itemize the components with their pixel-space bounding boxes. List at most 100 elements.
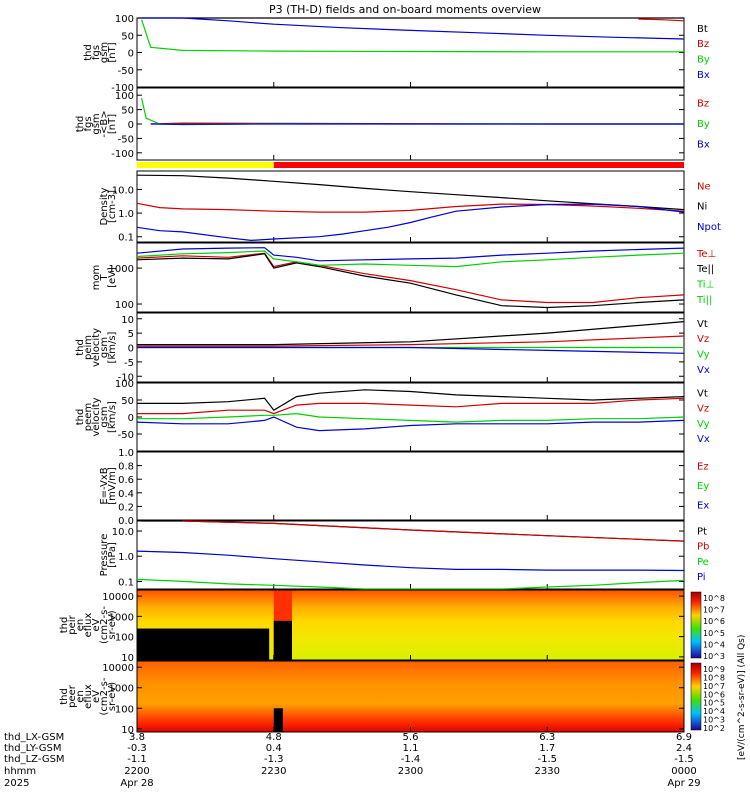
density-ytick-label-0: 10.0 bbox=[112, 185, 134, 196]
fgs-gsm-1-ytick-label-2: 0 bbox=[128, 49, 134, 60]
bottom-row-label-3: hhmm bbox=[4, 766, 36, 777]
e-field-ylabel-line-1: [mV/m] bbox=[107, 467, 118, 505]
bottom-row-0-value-3: 6.3 bbox=[539, 732, 555, 743]
peer-spectrogram-colorbar-tick-0: 10^9 bbox=[703, 665, 725, 674]
peem-velocity-legend-2: Vy bbox=[697, 419, 710, 430]
fgs-gsm-2-legend-0: Bz bbox=[697, 99, 709, 110]
pressure-series-Pb bbox=[182, 520, 685, 542]
panel-peer-spectrogram: 10000 1000 100 10 thdpeerenefluxeV(cm2-s-sr-… bbox=[59, 660, 685, 736]
temperature-ylabel-line-2: [eV] bbox=[107, 267, 118, 288]
fgs-gsm-2-ylabel-line-4: [nT] bbox=[107, 114, 118, 134]
peer-spectrogram-ylabel-line-6: sr-eV) bbox=[107, 682, 118, 711]
peir-spectrogram-colorbar-tick-4: 10^4 bbox=[703, 640, 725, 649]
bottom-axis-labels: thd_LX-GSM 3.8 4.8 5.6 6.3 6.9 thd_LY-GSM -0.3 0… bbox=[4, 732, 701, 789]
pressure-ylabel-line-1: [nPa] bbox=[107, 542, 118, 568]
fgs-gsm-1-ytick-label-3: -50 bbox=[118, 66, 134, 77]
peer-spectrogram-ylabel-line-4: eV bbox=[91, 690, 102, 703]
fgs-gsm-2-ytick-label-1: 50 bbox=[121, 106, 134, 117]
e-field-ylabel-line-0: E=-VxB bbox=[99, 467, 110, 504]
peir-spectrogram-ytick-label-1: 1000 bbox=[109, 612, 134, 623]
bottom-row-1-value-2: 1.1 bbox=[403, 743, 419, 754]
fgs-gsm-1-legend-0: Bt bbox=[697, 24, 708, 35]
peer-spectrogram-ytick-label-3: 10 bbox=[121, 725, 134, 736]
temperature-legend-3: Ti|| bbox=[696, 295, 712, 306]
bottom-row-2-value-2: -1.4 bbox=[401, 754, 421, 765]
peem-velocity-legend-0: Vt bbox=[697, 389, 708, 400]
fgs-gsm-1-frame bbox=[136, 17, 685, 88]
peer-spectrogram-ylabel-line-3: eflux bbox=[83, 684, 94, 709]
bottom-row-2-value-1: -1.3 bbox=[264, 754, 284, 765]
bottom-row-3-value-4: 0000 bbox=[671, 766, 696, 777]
peer-spectrogram-ytick-label-1: 1000 bbox=[109, 684, 134, 695]
fgs-gsm-2-ytick-label-3: -50 bbox=[118, 134, 134, 145]
density-legend-0: Ne bbox=[697, 181, 711, 192]
peir-spectrogram-colorbar: 10^8 10^7 10^6 10^5 10^4 10^3 bbox=[690, 591, 725, 661]
fgs-gsm-1-ylabel-line-1: fgs bbox=[91, 45, 102, 60]
fgs-gsm-1-ylabel-line-2: gsm bbox=[99, 42, 110, 63]
e-field-ytick-label-3: 0.4 bbox=[118, 489, 134, 500]
temperature-ytick-label-0: 1000 bbox=[109, 264, 134, 275]
density-ytick-label-2: 0.1 bbox=[118, 233, 134, 244]
peir-spectrogram-ylabel-line-4: eV bbox=[91, 618, 102, 631]
peim-velocity-ytick-label-1: 5 bbox=[128, 329, 134, 340]
fgs-gsm-2-ylabel-line-1: fgs bbox=[83, 116, 94, 131]
density-legend-2: Npot bbox=[697, 222, 721, 233]
peem-velocity-ylabel-line-0: thd bbox=[75, 409, 86, 426]
peer-spectrogram-colorbar-tick-2: 10^7 bbox=[703, 682, 725, 691]
e-field-ytick-label-5: 0.0 bbox=[118, 516, 134, 527]
bottom-row-3-value-2: 2300 bbox=[398, 766, 423, 777]
bottom-row-0-value-2: 5.6 bbox=[403, 732, 419, 743]
peim-velocity-ytick-label-3: -5 bbox=[124, 358, 134, 369]
density-ylabel-line-1: [cm-3] bbox=[107, 190, 118, 223]
peir-spectrogram-ylabel-line-2: en bbox=[75, 619, 86, 632]
peir-spectrogram-colorbar-scale bbox=[690, 591, 702, 659]
pressure-ytick-label-1: 1.0 bbox=[118, 552, 134, 563]
peim-velocity-ytick-label-0: 10 bbox=[121, 315, 134, 326]
pressure-ytick-label-0: 10.0 bbox=[112, 527, 134, 538]
peem-velocity-series-Vz bbox=[137, 397, 685, 415]
bottom-row-3-value-3: 2330 bbox=[535, 766, 560, 777]
peer-spectrogram-colorbar-tick-3: 10^6 bbox=[703, 690, 725, 699]
peem-velocity-ytick-label-2: 0 bbox=[128, 413, 134, 424]
peir-spectrogram-ytick-label-2: 100 bbox=[115, 633, 134, 644]
peer-spectrogram-ylabel-line-5: (cm2-s- bbox=[99, 677, 110, 715]
peir-spectrogram-gap-dark bbox=[273, 620, 292, 660]
peim-velocity-legend-3: Vx bbox=[697, 365, 710, 376]
fgs-gsm-2-ylabel-line-3: -<B> bbox=[99, 110, 110, 137]
temperature-series-Te|| bbox=[136, 253, 685, 309]
peim-velocity-ylabel-line-2: velocity bbox=[91, 328, 102, 367]
peer-spectrogram-colorbar-tick-7: 10^2 bbox=[703, 724, 725, 733]
fgs-gsm-2-ytick-label-2: 0 bbox=[128, 120, 134, 131]
mode-bar-segment-0 bbox=[137, 162, 274, 168]
fgs-gsm-1-ytick-label-0: 100 bbox=[115, 14, 134, 25]
peim-velocity-legend-0: Vt bbox=[697, 319, 708, 330]
pressure-series-Pi bbox=[136, 550, 685, 572]
figure-title: P3 (TH-D) fields and on-board moments ov… bbox=[269, 3, 541, 16]
fgs-gsm-1-ylabel-line-0: thd bbox=[83, 44, 94, 61]
peim-velocity-ytick-label-2: 0 bbox=[128, 344, 134, 355]
peer-spectrogram-gap-dark bbox=[273, 708, 283, 732]
panel-stack: 100500-50-100thdfgsgsm[nT]BtBzByBx100500… bbox=[59, 14, 721, 736]
peer-spectrogram-colorbar-tick-4: 10^5 bbox=[703, 699, 725, 708]
peim-velocity-ylabel-line-4: [km/s] bbox=[107, 331, 118, 363]
peir-spectrogram-colorbar-tick-2: 10^6 bbox=[703, 617, 725, 626]
panel-peir-spectrogram: 10000 1000 100 10 thdpeirenefluxeV(cm2-s-sr-… bbox=[59, 589, 685, 664]
fgs-gsm-1-ytick-label-4: -100 bbox=[111, 83, 134, 94]
mode-bar bbox=[137, 162, 684, 168]
fgs-gsm-1-legend-3: Bx bbox=[697, 70, 710, 81]
fgs-gsm-1-ylabel-line-3: [nT] bbox=[107, 42, 118, 62]
panel-pressure: 10.0 1.0 0.1 Pressure[nPa] Pt Pb Pe Pi bbox=[99, 520, 709, 590]
e-field-ytick-label-4: 0.2 bbox=[118, 502, 134, 513]
mode-bar-segment-1 bbox=[273, 162, 684, 168]
peem-velocity-ytick-label-0: 100 bbox=[115, 379, 134, 390]
bottom-row-1-value-3: 1.7 bbox=[539, 743, 555, 754]
bottom-row-label-0: thd_LX-GSM bbox=[4, 732, 64, 743]
peim-velocity-ylabel-line-0: thd bbox=[75, 339, 86, 356]
fgs-gsm-2-ylabel-line-0: thd bbox=[75, 116, 86, 133]
panel-e-field: 1.0 0.8 0.6 0.4 0.2 0.0 E=-VxB[mV/m] Ez Ey Ex bbox=[99, 448, 709, 527]
bottom-row-0-value-1: 4.8 bbox=[266, 732, 282, 743]
fgs-gsm-1-legend-2: By bbox=[697, 54, 710, 65]
peim-velocity-ylabel-line-1: peim bbox=[83, 335, 94, 360]
bottom-row-1-value-1: 0.4 bbox=[266, 743, 282, 754]
peer-spectrogram-ylabel-line-1: peer bbox=[67, 684, 78, 708]
